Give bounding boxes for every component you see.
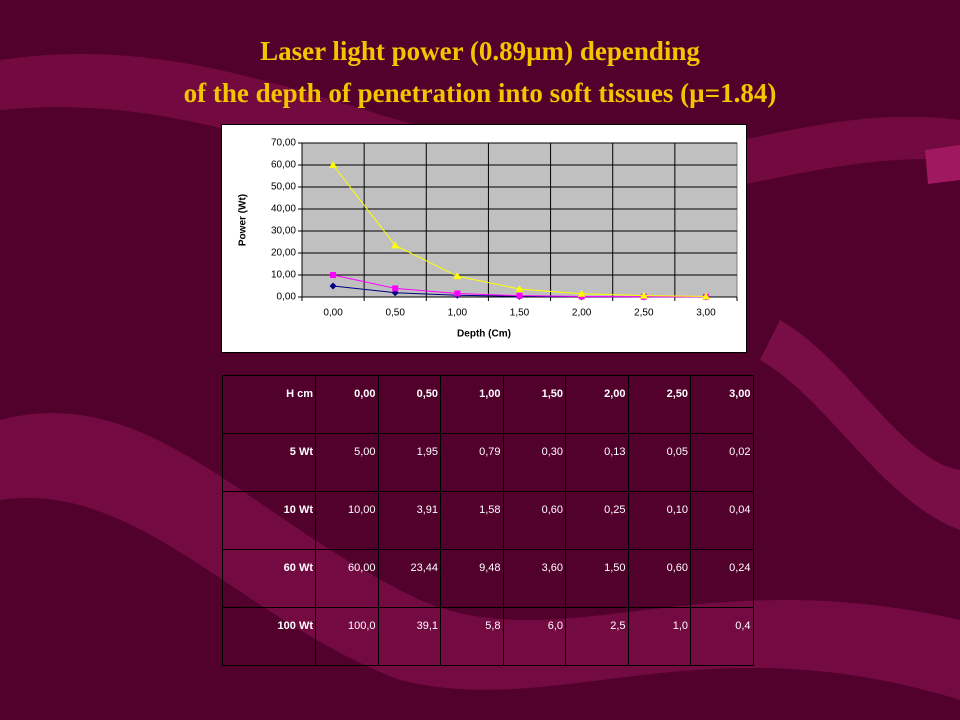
table-cell: 39,1: [377, 607, 441, 666]
table-cell: 2,50: [627, 375, 691, 434]
table-row: 100 Wt 100,0 39,1 5,8 6,0 2,5 1,0 0,4: [222, 607, 754, 666]
marker: [701, 292, 710, 300]
table-cell: 1,95: [377, 433, 441, 492]
x-tick-label: 0,00: [323, 308, 343, 319]
table-cell: 0,13: [565, 433, 629, 492]
y-tick-label: 20,00: [271, 248, 296, 259]
table-cell: 1,0: [627, 607, 691, 666]
plot-area: [301, 142, 738, 298]
table-cell: 100,0: [315, 607, 379, 666]
table-cell: 0,4: [690, 607, 754, 666]
table-cell: 0,00: [315, 375, 379, 434]
table-cell: 9,48: [440, 549, 504, 608]
table-cell: 0,05: [627, 433, 691, 492]
table-row: 5 Wt 5,00 1,95 0,79 0,30 0,13 0,05 0,02: [222, 433, 754, 492]
table-cell: 5,8: [440, 607, 504, 666]
table-cell: 0,60: [627, 549, 691, 608]
table-cell: 1,00: [440, 375, 504, 434]
table-cell: 0,50: [377, 375, 441, 434]
table-cell: 0,04: [690, 491, 754, 550]
y-tick-label: 70,00: [271, 138, 296, 149]
x-tick-label: 2,00: [572, 308, 592, 319]
x-tick-label: 1,00: [448, 308, 468, 319]
table-cell: 5 Wt: [222, 433, 316, 492]
y-tick-label: 10,00: [271, 270, 296, 281]
table-row: H cm 0,00 0,50 1,00 1,50 2,00 2,50 3,00: [222, 375, 754, 434]
table-row: 10 Wt 10,00 3,91 1,58 0,60 0,25 0,10 0,04: [222, 491, 754, 550]
x-tick-label: 2,50: [634, 308, 654, 319]
table-cell: 10 Wt: [222, 491, 316, 550]
marker: [515, 285, 524, 293]
title-line: Laser light power (0.89µm) depending: [260, 36, 700, 66]
table-cell: 0,24: [690, 549, 754, 608]
marker: [391, 241, 400, 249]
table-cell: 1,50: [565, 549, 629, 608]
table-cell: 10,00: [315, 491, 379, 550]
table-row: 60 Wt 60,00 23,44 9,48 3,60 1,50 0,60 0,24: [222, 549, 754, 608]
table-cell: 0,02: [690, 433, 754, 492]
table-cell: 0,25: [565, 491, 629, 550]
table-cell: 3,91: [377, 491, 441, 550]
x-tick-label: 0,50: [385, 308, 405, 319]
y-axis-label: Power (Wt): [238, 194, 249, 246]
table-cell: 1,50: [502, 375, 566, 434]
x-axis-label: Depth (Cm): [457, 329, 511, 340]
table-cell: 6,0: [502, 607, 566, 666]
table-cell: 2,00: [565, 375, 629, 434]
marker: [516, 292, 523, 299]
table-cell: 1,58: [440, 491, 504, 550]
chart: Depth (Cm) Power (Wt) 0,00 10,00 20,00 30,0…: [221, 124, 747, 353]
table-cell: 60 Wt: [222, 549, 316, 608]
y-tick-label: 30,00: [271, 226, 296, 237]
table-cell: 23,44: [377, 549, 441, 608]
marker: [329, 161, 338, 168]
y-tick-label: 40,00: [271, 204, 296, 215]
table-cell: 0,10: [627, 491, 691, 550]
table-cell: H cm: [222, 375, 316, 434]
y-tick-label: 0,00: [277, 292, 297, 303]
x-tick-label: 1,50: [510, 308, 530, 319]
marker: [639, 291, 648, 299]
marker: [577, 289, 586, 297]
table-cell: 0,60: [502, 491, 566, 550]
marker: [454, 290, 461, 297]
y-tick-label: 50,00: [271, 182, 296, 193]
y-tick-label: 60,00: [271, 160, 296, 171]
table-cell: 100 Wt: [222, 607, 316, 666]
marker: [330, 272, 337, 278]
table-cell: 5,00: [315, 433, 379, 492]
x-tick-label: 3,00: [696, 308, 716, 319]
table-cell: 3,60: [502, 549, 566, 608]
data-table: H cm 0,00 0,50 1,00 1,50 2,00 2,50 3,00 5 Wt 5,00…: [222, 375, 754, 666]
marker: [392, 285, 399, 292]
marker: [329, 282, 337, 290]
table-cell: 0,30: [502, 433, 566, 492]
table-cell: 0,79: [440, 433, 504, 492]
table-cell: 60,00: [315, 549, 379, 608]
table-cell: 2,5: [565, 607, 629, 666]
marker: [453, 272, 462, 280]
table-cell: 3,00: [690, 375, 754, 434]
title-line: of the depth of penetration into soft ti…: [183, 78, 777, 108]
